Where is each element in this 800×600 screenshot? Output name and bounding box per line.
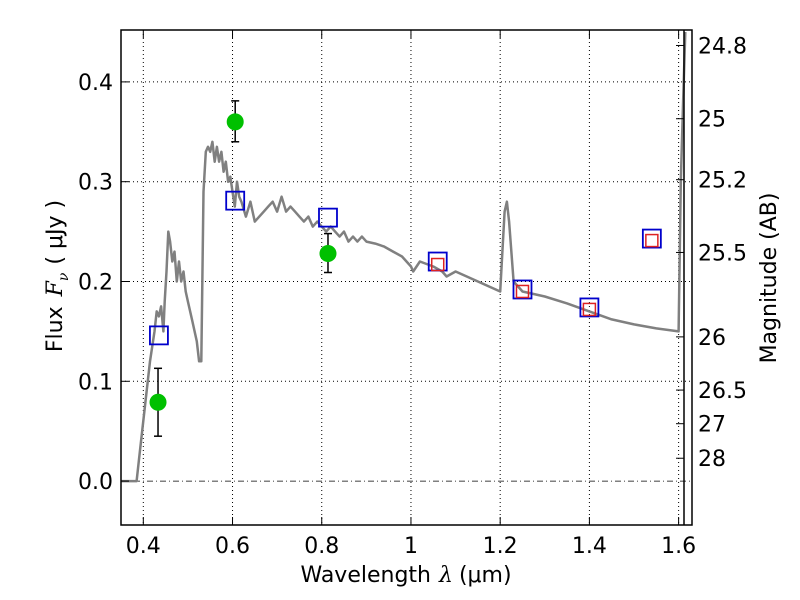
model-square-blue [149, 325, 169, 346]
model-square-blue [579, 297, 600, 318]
model-square-blue [318, 207, 338, 228]
y-tick-label: 0.3 [78, 171, 113, 196]
y2-tick-label: 24.8 [698, 34, 747, 59]
observed-point [226, 113, 244, 131]
y2-tick-label: 26.5 [698, 379, 747, 404]
x-tick-label: 1.4 [572, 534, 607, 559]
x-tick-label: 1.2 [483, 534, 518, 559]
plot-frame [120, 29, 693, 526]
photometry-markers [149, 100, 662, 437]
model-square-red [645, 233, 659, 248]
model-square-blue [641, 228, 662, 249]
x-tick-label: 0.8 [304, 534, 339, 559]
y-tick-label: 0.2 [78, 270, 113, 295]
observed-point [319, 245, 337, 263]
y2-tick-label: 28 [698, 447, 726, 472]
y2-tick-label: 25.5 [698, 241, 747, 266]
y2-tick-label: 27 [698, 413, 726, 438]
x-axis-label: Wavelength λ (μm) [300, 563, 511, 588]
y-tick-label: 0.0 [78, 470, 113, 495]
sed-model-layer [121, 31, 687, 483]
tick-layer: 0.4 0.6 0.8 1 1.2 1.4 1.6 0.0 0.1 0.2 0.3 0.4 24.8 25… [78, 30, 747, 559]
y-tick-label: 0.4 [78, 71, 113, 96]
y2-axis-label: Magnitude (AB) [757, 193, 782, 364]
y2-tick-label: 25.2 [698, 169, 747, 194]
x-tick-label: 0.4 [126, 534, 161, 559]
y2-tick-label: 25 [698, 108, 726, 133]
model-square-blue [512, 279, 533, 300]
sed-model-curve [121, 31, 687, 483]
model-square-red [515, 284, 530, 299]
model-square-red [430, 257, 445, 272]
model-square-red [582, 302, 597, 317]
model-square-blue [225, 190, 246, 211]
observed-point [149, 393, 167, 411]
grid-lines [121, 30, 692, 525]
y2-tick-label: 26 [698, 326, 726, 351]
x-tick-label: 1 [404, 534, 418, 559]
x-tick-label: 1.6 [661, 534, 696, 559]
x-tick-label: 0.6 [215, 534, 250, 559]
y-axis-label: FluxFν( μJy ) [43, 200, 72, 352]
y-tick-label: 0.1 [78, 370, 113, 395]
